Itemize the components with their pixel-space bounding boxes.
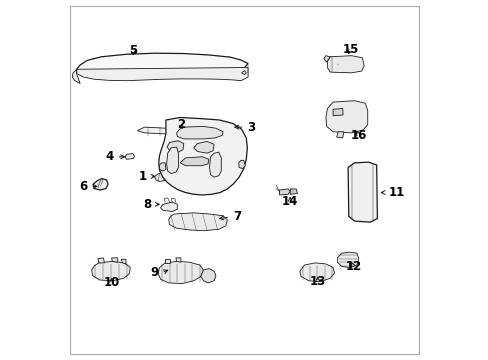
Polygon shape — [201, 269, 216, 283]
Polygon shape — [299, 263, 334, 282]
Text: 15: 15 — [342, 43, 358, 56]
Text: 4: 4 — [105, 150, 114, 163]
Polygon shape — [93, 179, 108, 190]
Text: 3: 3 — [247, 121, 255, 134]
Polygon shape — [77, 53, 247, 73]
Polygon shape — [77, 67, 247, 81]
Bar — [194, 59, 212, 66]
Polygon shape — [230, 126, 238, 130]
Polygon shape — [332, 109, 343, 116]
Polygon shape — [98, 258, 104, 263]
Polygon shape — [238, 160, 244, 168]
Text: 2: 2 — [177, 118, 184, 131]
Bar — [350, 210, 371, 215]
Polygon shape — [290, 189, 297, 194]
Polygon shape — [159, 163, 165, 171]
Bar — [350, 204, 371, 208]
Text: 7: 7 — [233, 210, 241, 223]
Bar — [350, 197, 371, 202]
Text: 5: 5 — [129, 44, 137, 57]
Polygon shape — [160, 202, 177, 211]
Polygon shape — [166, 147, 178, 174]
Text: 12: 12 — [345, 260, 361, 273]
Bar — [350, 183, 371, 187]
Polygon shape — [326, 56, 364, 73]
Polygon shape — [91, 261, 130, 281]
Polygon shape — [193, 141, 214, 153]
Polygon shape — [72, 69, 80, 84]
Polygon shape — [137, 127, 228, 136]
Text: 11: 11 — [387, 186, 404, 199]
Polygon shape — [176, 126, 223, 139]
Polygon shape — [158, 261, 203, 284]
Polygon shape — [325, 101, 367, 133]
Text: 16: 16 — [350, 129, 366, 142]
Polygon shape — [165, 258, 170, 263]
Polygon shape — [159, 117, 247, 195]
Polygon shape — [121, 259, 125, 264]
Polygon shape — [111, 258, 118, 262]
Text: 13: 13 — [309, 275, 325, 288]
Circle shape — [197, 126, 209, 139]
Bar — [135, 59, 159, 65]
Polygon shape — [279, 189, 290, 195]
Polygon shape — [125, 154, 134, 159]
Polygon shape — [176, 258, 181, 262]
Polygon shape — [154, 172, 167, 181]
Bar — [350, 175, 371, 180]
Bar — [350, 190, 371, 194]
Polygon shape — [336, 132, 343, 138]
Polygon shape — [168, 213, 227, 231]
Polygon shape — [323, 56, 329, 62]
Polygon shape — [180, 157, 208, 166]
Polygon shape — [337, 252, 358, 267]
Text: 8: 8 — [143, 198, 151, 211]
Polygon shape — [347, 162, 377, 222]
Text: 9: 9 — [150, 266, 159, 279]
Circle shape — [347, 108, 360, 120]
Polygon shape — [209, 152, 221, 177]
Text: 10: 10 — [103, 276, 120, 289]
Bar — [91, 62, 110, 69]
Bar — [350, 168, 371, 173]
Text: 14: 14 — [282, 195, 298, 208]
Polygon shape — [166, 141, 183, 152]
Text: 1: 1 — [139, 170, 147, 183]
Text: 6: 6 — [79, 180, 87, 193]
